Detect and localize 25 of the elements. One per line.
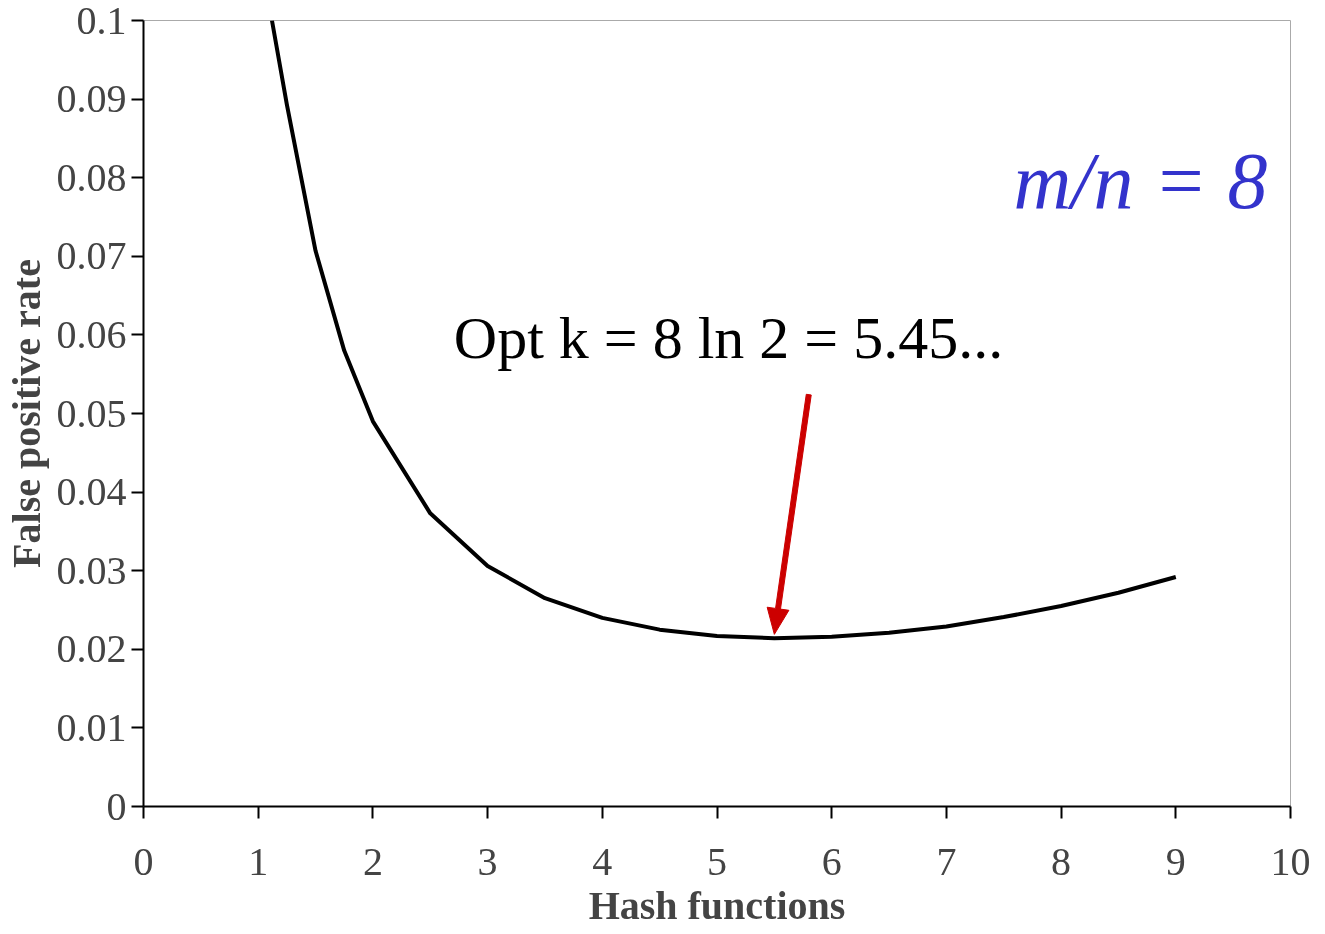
x-tick-label: 6 (821, 838, 842, 884)
x-tick-label: 9 (1165, 838, 1186, 884)
x-tick-label: 4 (592, 838, 613, 884)
y-axis-title: False positive rate (3, 259, 49, 568)
x-axis-title: Hash functions (588, 882, 846, 928)
y-tick-label: 0.04 (56, 469, 127, 515)
annotation: Opt k = 8 ln 2 = 5.45... (453, 305, 1004, 372)
y-tick-label: 0.02 (56, 626, 127, 672)
y-tick-label: 0.03 (56, 547, 127, 593)
x-tick-label: 7 (936, 838, 957, 884)
x-tick-label: 3 (477, 838, 498, 884)
y-tick-label: 0.1 (76, 0, 127, 43)
x-tick-label: 10 (1270, 838, 1311, 884)
x-tick-label: 2 (362, 838, 383, 884)
x-tick-label: 8 (1051, 838, 1072, 884)
y-tick-label: 0.05 (56, 390, 127, 436)
y-tick-label: 0.08 (56, 154, 127, 200)
annotation: m/n = 8 (1013, 136, 1268, 225)
y-tick-label: 0.09 (56, 76, 127, 122)
y-tick-label: 0.06 (56, 311, 127, 357)
y-tick-label: 0.07 (56, 233, 127, 279)
x-tick-label: 1 (248, 838, 269, 884)
x-tick-label: 5 (707, 838, 727, 884)
y-tick-label: 0.01 (56, 704, 127, 750)
y-tick-label: 0 (106, 783, 127, 829)
